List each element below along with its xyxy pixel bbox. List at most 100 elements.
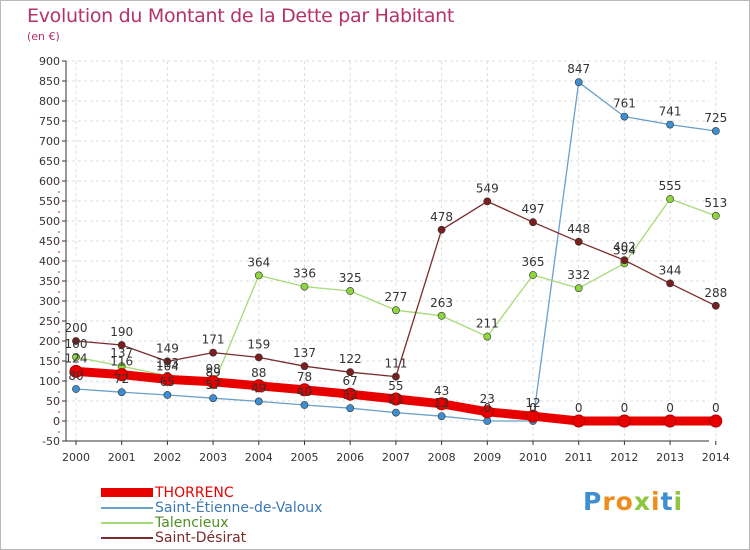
legend-swatch-saint-desirat — [101, 536, 153, 539]
data-point-3 — [117, 341, 126, 349]
data-label-2: 364 — [247, 255, 270, 269]
legend-label-thorrenc: THORRENC — [155, 484, 234, 501]
legend-item-saint-etienne-de-valoux: Saint-Étienne-de-Valoux — [101, 499, 323, 516]
data-point-3 — [254, 353, 263, 362]
data-label-3: 200 — [65, 321, 88, 335]
y-tick-label: 200 — [39, 335, 60, 348]
data-label-3: 288 — [704, 286, 727, 300]
y-tick-label: 600 — [39, 175, 60, 188]
data-label-2: 89 — [205, 365, 220, 379]
data-label-3: 149 — [156, 341, 179, 355]
y-tick-label: 850 — [39, 75, 60, 88]
data-point-0 — [435, 397, 449, 411]
logo-letter-2: r — [602, 487, 616, 516]
y-tick-label: -50 — [42, 435, 60, 448]
data-point-0 — [572, 414, 586, 428]
y-tick-label: 50 — [46, 395, 60, 408]
data-point-2 — [254, 271, 263, 280]
data-label-0: 0 — [621, 401, 629, 415]
data-label-3: 402 — [613, 240, 636, 254]
data-label-0: 116 — [110, 355, 133, 369]
data-label-0: 98 — [205, 362, 220, 376]
data-label-1: 741 — [659, 105, 682, 119]
data-point-3 — [574, 237, 583, 246]
data-point-3 — [346, 368, 355, 377]
data-point-2 — [346, 287, 355, 295]
data-point-1 — [72, 385, 80, 393]
data-point-1 — [254, 397, 263, 406]
data-label-0: 104 — [156, 359, 179, 373]
data-label-1: 725 — [704, 111, 727, 125]
data-label-1: 72 — [114, 372, 129, 386]
y-tick-label: 450 — [39, 235, 60, 248]
data-label-2: 332 — [567, 268, 590, 282]
y-tick-label: 350 — [39, 275, 60, 288]
data-point-1 — [437, 412, 446, 421]
data-point-0 — [663, 414, 677, 428]
data-point-1 — [346, 404, 355, 413]
data-label-3: 122 — [339, 352, 362, 366]
data-label-3: 171 — [202, 333, 225, 347]
data-label-3: 497 — [522, 202, 545, 216]
data-label-0: 0 — [712, 401, 720, 415]
data-point-2 — [574, 284, 583, 293]
y-tick-label: 250 — [39, 315, 60, 328]
data-label-2: 113 — [156, 356, 179, 370]
data-label-1: 21 — [388, 393, 403, 407]
data-label-2: 277 — [384, 290, 407, 304]
data-label-0: 88 — [251, 366, 266, 380]
data-point-1 — [163, 391, 172, 399]
data-point-3 — [72, 337, 80, 345]
legend-label-saint-etienne-de-valoux: Saint-Étienne-de-Valoux — [155, 499, 323, 516]
data-label-1: 40 — [297, 385, 312, 399]
data-label-3: 549 — [476, 181, 499, 195]
data-label-3: 190 — [110, 325, 133, 339]
data-label-0: 43 — [434, 384, 449, 398]
data-point-2 — [666, 195, 674, 203]
data-point-0 — [389, 392, 403, 406]
data-label-1: 49 — [251, 381, 266, 395]
chart-subtitle: (en €) — [27, 30, 60, 43]
chart-legend: THORRENC Saint-Étienne-de-Valoux Talenci… — [101, 484, 323, 546]
y-tick-label: 150 — [39, 355, 60, 368]
data-point-0 — [206, 375, 220, 389]
data-point-1 — [711, 127, 720, 135]
legend-label-saint-desirat: Saint-Désirat — [155, 529, 247, 546]
y-tick-label: 900 — [39, 55, 60, 68]
y-tick-label: 800 — [39, 95, 60, 108]
data-point-3 — [711, 301, 720, 310]
x-tick-label: 2003 — [199, 451, 227, 464]
y-tick-label: 650 — [39, 155, 60, 168]
x-tick-label: 2009 — [473, 451, 501, 464]
data-label-2: 325 — [339, 271, 362, 285]
data-point-1 — [209, 394, 217, 403]
data-point-0 — [617, 414, 631, 428]
chart-title: Evolution du Montant de la Dette par Hab… — [27, 5, 455, 27]
proxiti-logo: Proxiti — [583, 487, 683, 516]
data-label-2: 211 — [476, 317, 499, 331]
data-label-1: 65 — [160, 375, 175, 389]
data-point-3 — [163, 357, 172, 366]
data-label-0: 23 — [480, 392, 495, 406]
data-point-1 — [391, 408, 400, 417]
data-point-2 — [437, 311, 446, 320]
data-label-1: 0 — [483, 401, 491, 415]
data-label-0: 67 — [343, 374, 358, 388]
x-tick-label: 2006 — [336, 451, 364, 464]
data-point-2 — [72, 353, 80, 361]
data-point-2 — [711, 211, 720, 220]
x-tick-label: 2000 — [62, 451, 90, 464]
data-label-2: 555 — [659, 179, 682, 193]
data-point-0 — [526, 409, 540, 423]
y-tick-label: 750 — [39, 115, 60, 128]
legend-item-thorrenc: THORRENC — [101, 484, 322, 501]
data-point-3 — [529, 218, 537, 227]
x-tick-label: 2014 — [702, 451, 730, 464]
x-tick-label: 2001 — [108, 451, 136, 464]
data-point-3 — [391, 372, 400, 381]
data-point-3 — [620, 256, 629, 265]
data-label-1: 761 — [613, 97, 636, 111]
y-tick-label: 0 — [53, 415, 60, 428]
data-label-3: 478 — [430, 210, 453, 224]
